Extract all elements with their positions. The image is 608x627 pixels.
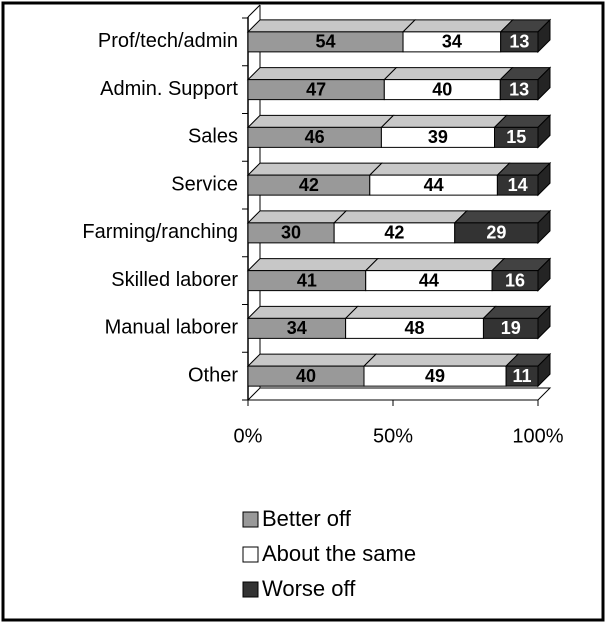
bar-side (537, 209, 551, 245)
floor (246, 387, 552, 401)
y-tick-label: Prof/tech/admin (98, 30, 238, 52)
bar-top (453, 210, 552, 224)
y-tick-label: Admin. Support (100, 78, 238, 100)
bar-top (246, 210, 348, 224)
bar-top (246, 258, 379, 272)
bar-side (537, 114, 551, 149)
data-label: 54 (316, 32, 336, 52)
y-tick-label: Skilled laborer (111, 269, 238, 291)
bar-top (246, 67, 398, 81)
data-label: 41 (297, 270, 317, 290)
legend-label: Better off (262, 506, 352, 531)
bar-top (362, 353, 520, 367)
x-tick-label: 0% (234, 425, 263, 447)
data-label: 48 (405, 318, 425, 338)
data-label: 29 (486, 223, 506, 243)
bar-side (537, 257, 551, 292)
legend-swatch (242, 546, 259, 563)
data-label: 34 (442, 32, 462, 52)
data-label: 15 (506, 127, 526, 147)
bar-top (246, 19, 417, 33)
data-label: 40 (296, 366, 316, 386)
data-label: 39 (428, 127, 448, 147)
data-label: 44 (424, 175, 444, 195)
bar-side (537, 161, 551, 197)
data-label: 19 (501, 318, 521, 338)
legend-label: Worse off (262, 576, 356, 601)
data-label: 42 (299, 175, 319, 195)
legend-label: About the same (262, 541, 416, 566)
bar-top (344, 305, 497, 319)
data-label: 30 (281, 223, 301, 243)
data-label: 42 (384, 223, 404, 243)
bar-top (246, 305, 359, 319)
y-tick-label: Service (171, 173, 238, 195)
x-tick-label: 50% (373, 425, 413, 447)
wall-edge (247, 4, 261, 18)
bar-top (364, 258, 506, 272)
y-tick-label: Sales (188, 126, 238, 148)
data-label: 44 (419, 270, 439, 290)
bar-top (401, 19, 514, 33)
legend-swatch (242, 581, 259, 598)
data-label: 40 (432, 79, 452, 99)
bar-side (537, 18, 551, 54)
bar-top (246, 114, 395, 128)
data-label: 11 (513, 366, 532, 386)
bar-side (537, 305, 551, 340)
bar-top (368, 162, 511, 176)
bar-top (332, 210, 468, 224)
data-label: 13 (509, 32, 529, 52)
bar-top (246, 353, 378, 367)
data-label: 34 (287, 318, 307, 338)
data-label: 47 (306, 79, 326, 99)
bar-side (537, 66, 551, 101)
data-label: 16 (505, 270, 525, 290)
x-tick-label: 100% (512, 425, 563, 447)
y-tick-label: Farming/ranching (82, 221, 238, 243)
y-tick-label: Manual laborer (105, 317, 239, 339)
data-label: 13 (509, 79, 529, 99)
bar-side (537, 352, 551, 388)
legend-swatch (242, 511, 259, 528)
data-label: 46 (305, 127, 325, 147)
bar-top (246, 162, 384, 176)
bar-top (383, 67, 514, 81)
y-tick-label: Other (188, 364, 238, 386)
data-label: 49 (425, 366, 445, 386)
data-label: 14 (508, 175, 528, 195)
bar-top (380, 114, 508, 128)
